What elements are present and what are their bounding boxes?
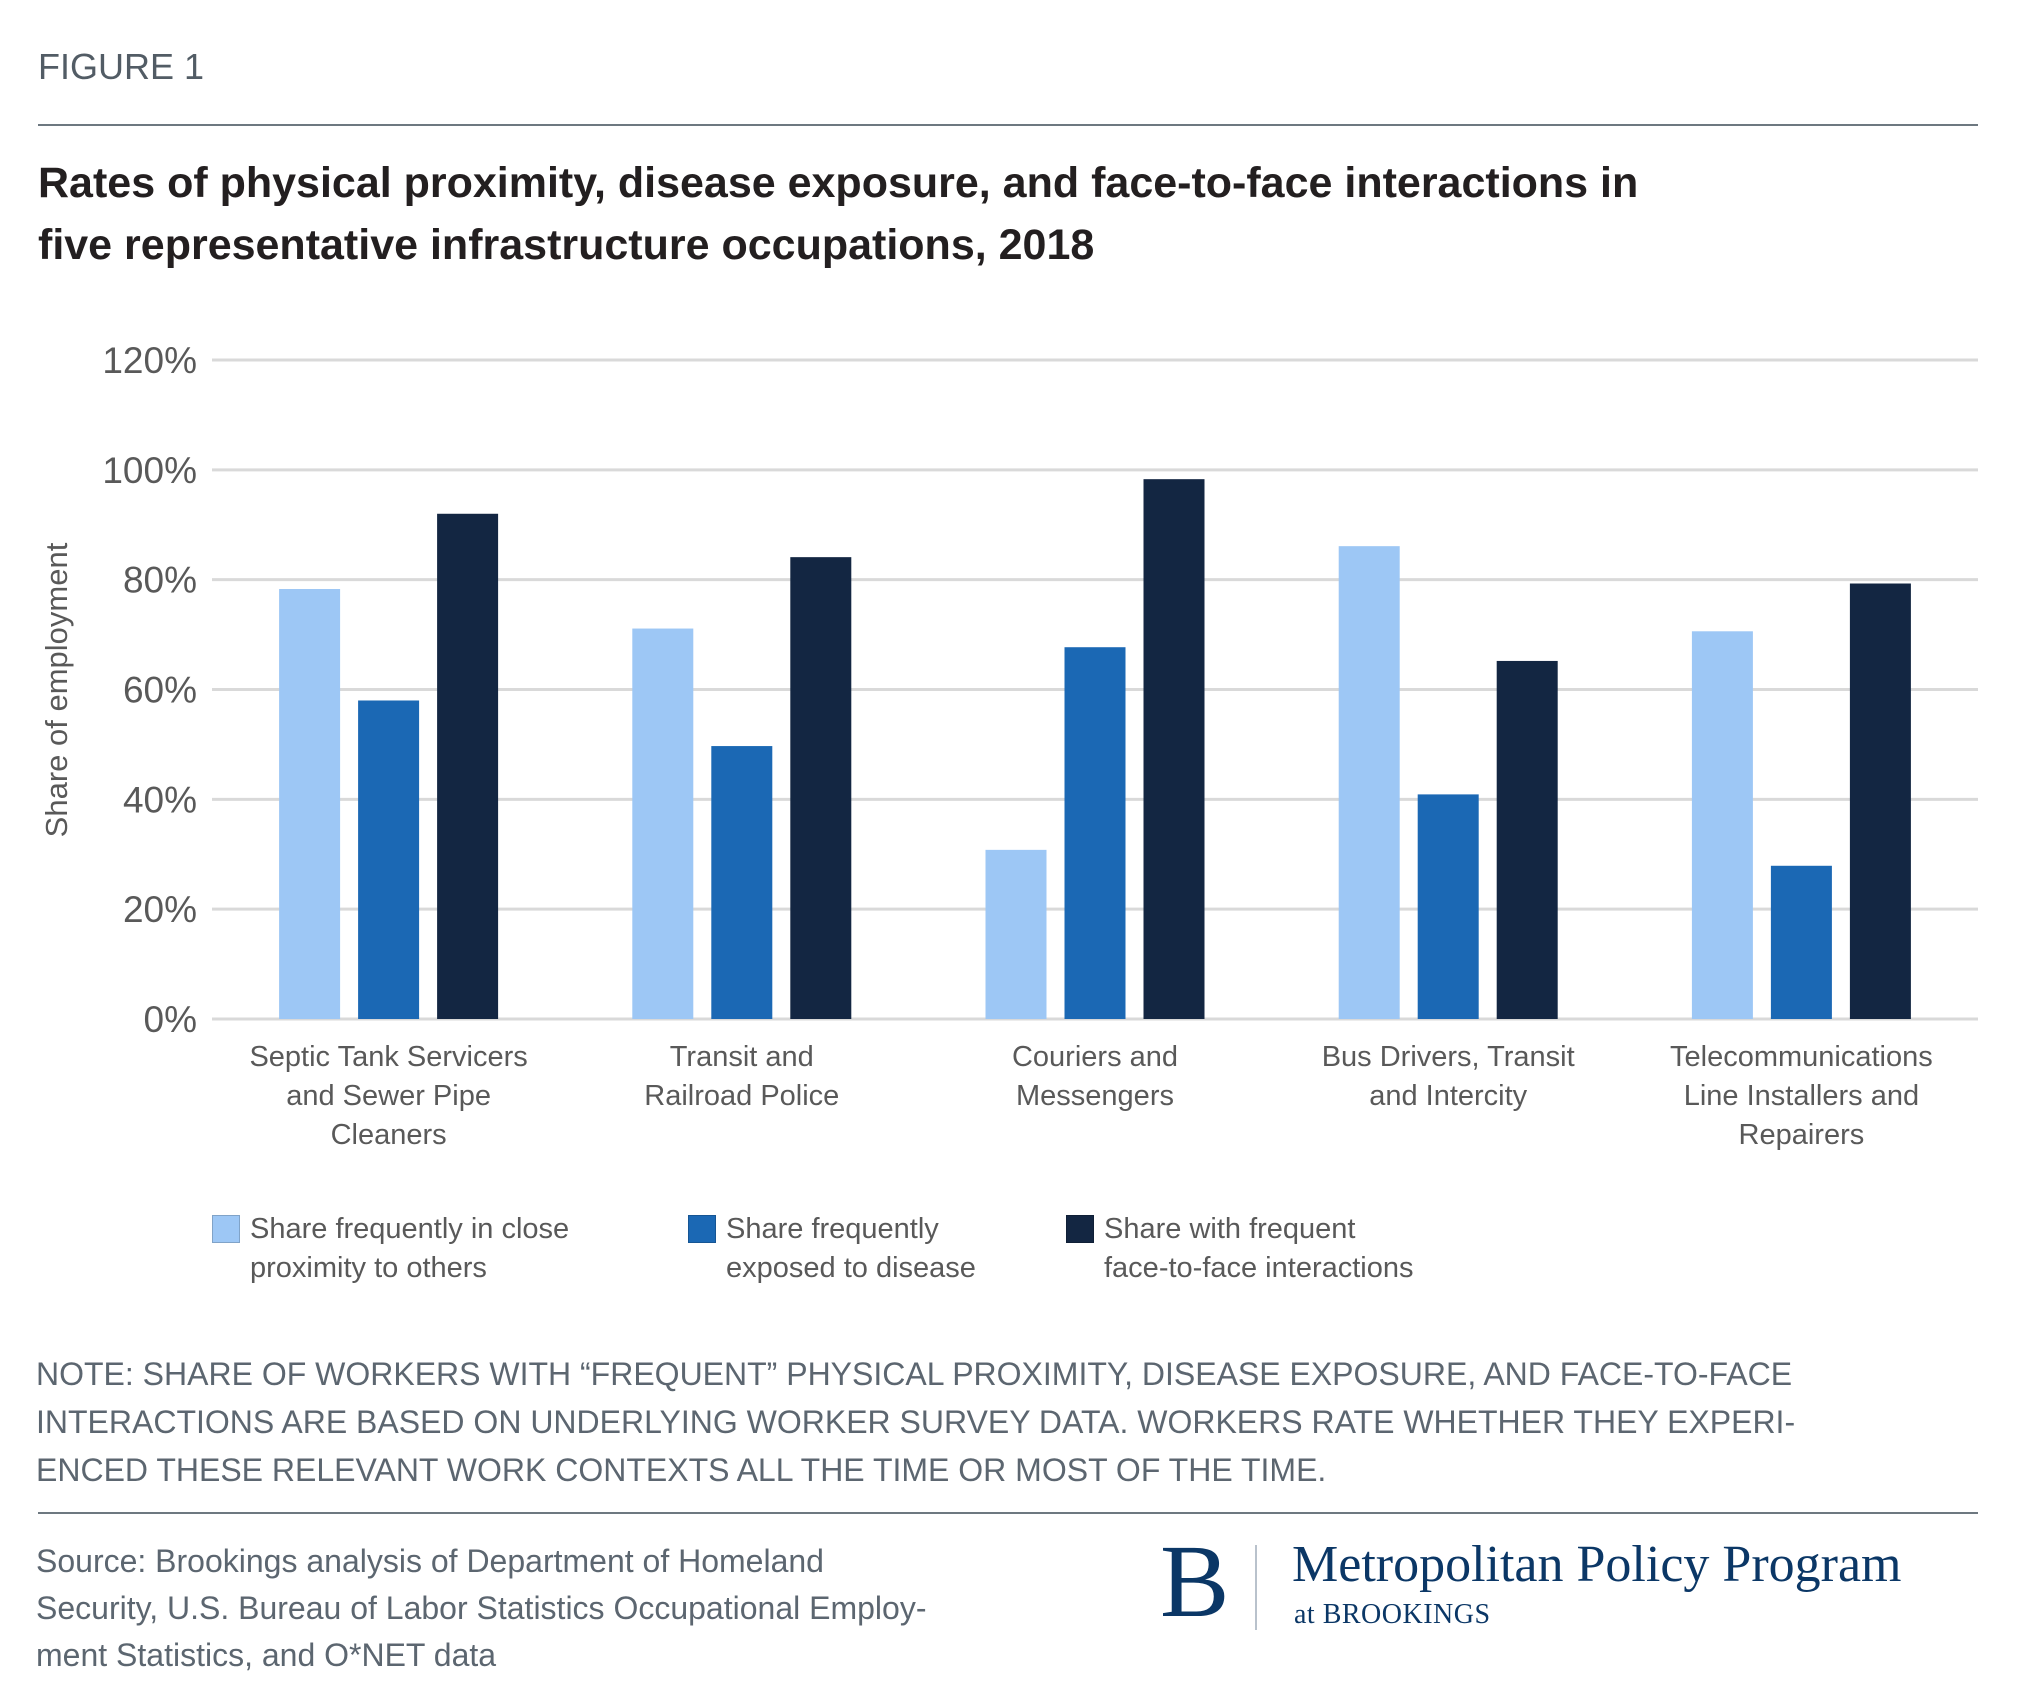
bar-proximity (985, 849, 1047, 1019)
legend-item-proximity: Share frequently in close proximity to o… (212, 1210, 569, 1288)
bar-proximity (1691, 631, 1753, 1019)
x-category-label: and Intercity (1369, 1080, 1527, 1112)
x-category-label: Cleaners (331, 1119, 447, 1151)
bar-proximity (279, 589, 341, 1019)
note-line: INTERACTIONS ARE BASED ON UNDERLYING WOR… (36, 1404, 1796, 1440)
bar-face-to-face (1849, 583, 1911, 1019)
x-category-label: Bus Drivers, Transit (1322, 1041, 1575, 1073)
legend-label-disease: Share frequently exposed to disease (726, 1213, 976, 1284)
legend-label-proximity: Share frequently in close proximity to o… (250, 1213, 570, 1284)
y-tick-label: 0% (144, 999, 197, 1040)
y-tick-label: 20% (123, 889, 197, 930)
x-category-label: Line Installers and (1684, 1080, 1919, 1112)
bar-proximity (632, 628, 694, 1019)
y-axis-title: Share of employment (39, 542, 74, 837)
y-tick-label: 80% (123, 560, 197, 601)
source-note: Source: Brookings analysis of Department… (36, 1538, 1096, 1679)
x-category-label: Repairers (1739, 1119, 1865, 1151)
footer-rule (38, 1512, 1978, 1514)
x-category-label: and Sewer Pipe (286, 1080, 491, 1112)
note-line: NOTE: SHARE OF WORKERS WITH “FREQUENT” P… (36, 1356, 1793, 1392)
category-labels: Septic Tank Servicers and Sewer Pipe Clean… (249, 1041, 1932, 1151)
bar-proximity (1338, 546, 1400, 1019)
x-category-label: Telecommunications (1670, 1041, 1933, 1073)
legend-item-disease: Share frequently exposed to disease (688, 1210, 976, 1288)
brookings-logo-mark: B (1160, 1524, 1230, 1639)
bar-disease (358, 700, 420, 1019)
x-category-label: Couriers and (1012, 1041, 1178, 1073)
bar-disease (1064, 647, 1126, 1019)
bar-disease (1417, 794, 1479, 1019)
bar-chart: 0% 20% 40% 60% 80% 100% 120% Share of employme… (39, 340, 1978, 1151)
source-line: Security, U.S. Bureau of Labor Statistic… (36, 1590, 927, 1626)
chart-title-line: five representative infrastructure occup… (38, 221, 1095, 269)
logo-subtitle: at BROOKINGS (1294, 1599, 1491, 1630)
chart-title: Rates of physical proximity, disease exp… (38, 152, 1978, 276)
y-tick-label: 120% (102, 340, 197, 381)
figure-label: FIGURE 1 (38, 46, 205, 87)
chart-title-line: Rates of physical proximity, disease exp… (38, 159, 1639, 207)
y-tick-label: 40% (123, 779, 197, 820)
header-rule (38, 124, 1978, 126)
legend-swatch-proximity (212, 1215, 240, 1243)
source-line: Source: Brookings analysis of Department… (36, 1543, 824, 1579)
bar-face-to-face (790, 557, 852, 1019)
bars (279, 479, 1911, 1019)
logo-title: Metropolitan Policy Program (1292, 1536, 1902, 1593)
note-line: ENCED THESE RELEVANT WORK CONTEXTS ALL T… (36, 1452, 1327, 1488)
bar-face-to-face (1143, 479, 1205, 1019)
bar-face-to-face (1496, 660, 1558, 1019)
x-category-label: Messengers (1016, 1080, 1174, 1112)
chart-note: NOTE: SHARE OF WORKERS WITH “FREQUENT” P… (36, 1350, 1996, 1494)
bar-disease (711, 746, 773, 1019)
legend-swatch-disease (688, 1215, 716, 1243)
y-tick-labels: 0% 20% 40% 60% 80% 100% 120% (102, 340, 197, 1040)
source-line: ment Statistics, and O*NET data (36, 1637, 497, 1673)
x-category-label: Septic Tank Servicers (249, 1041, 527, 1073)
legend-label-face-to-face: Share with frequent face-to-face interac… (1104, 1213, 1414, 1284)
bar-face-to-face (437, 513, 499, 1019)
logo-divider (1255, 1545, 1257, 1630)
y-tick-label: 100% (102, 450, 197, 491)
x-category-label: Railroad Police (644, 1080, 839, 1112)
y-tick-label: 60% (123, 670, 197, 711)
legend-swatch-face-to-face (1066, 1215, 1094, 1243)
x-category-label: Transit and (670, 1041, 814, 1073)
bar-disease (1770, 865, 1832, 1019)
legend-item-face-to-face: Share with frequent face-to-face interac… (1066, 1210, 1413, 1288)
